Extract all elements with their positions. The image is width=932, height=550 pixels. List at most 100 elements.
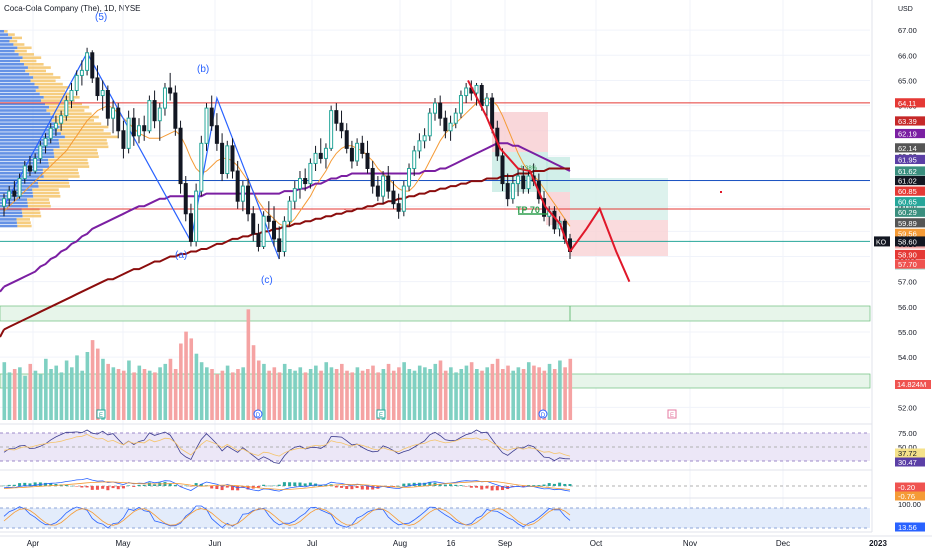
volume-profile-bar [9, 39, 18, 43]
candle-body [53, 122, 58, 129]
macd-histogram-bar [194, 483, 198, 486]
volume-profile-bar [0, 99, 42, 102]
candle-body [282, 220, 287, 252]
time-axis-label: 2023 [869, 539, 887, 548]
candle-body [448, 122, 453, 132]
price-tag [895, 116, 925, 126]
macd-histogram-bar [33, 482, 37, 486]
candle-body [277, 238, 282, 252]
volume-bar [80, 370, 84, 420]
macd-histogram-bar [116, 486, 120, 490]
volume-bar [386, 363, 391, 420]
candle-body [438, 102, 443, 119]
candle-body [464, 87, 469, 97]
volume-profile-bar [0, 66, 28, 69]
candle-body [246, 185, 251, 215]
time-axis-label: May [115, 539, 130, 548]
volume-profile-bar [0, 132, 61, 135]
macd-histogram-bar [277, 484, 281, 486]
volume-bar [23, 375, 27, 420]
candle-body [162, 87, 167, 109]
candle-body [490, 97, 495, 129]
volume-profile-bar [0, 218, 17, 221]
macd-tag-label: -0.76 [898, 492, 915, 501]
volume-bar [33, 370, 38, 420]
macd-histogram-bar [12, 484, 16, 486]
long-stop-box [570, 220, 668, 256]
dividend-marker [253, 409, 263, 419]
volume-bar [277, 372, 282, 420]
macd-tag [895, 491, 925, 501]
volume-bar [12, 369, 17, 420]
volume-bar [121, 370, 126, 420]
earnings-marker-label: E [99, 413, 103, 419]
price-tick-label: 54.00 [898, 353, 917, 362]
candle-body [230, 145, 235, 172]
volume-profile-bar [13, 43, 25, 46]
earnings-marker-label: D [256, 413, 261, 419]
candle-body [152, 100, 157, 122]
volume-bar [236, 369, 240, 420]
volume-bar [194, 353, 199, 420]
candle-body [412, 150, 417, 169]
marker-dot [720, 191, 722, 193]
last-price-label: 58.60 [898, 237, 917, 246]
volume-bar [246, 309, 251, 420]
candle-body [505, 183, 510, 200]
candle-body [417, 140, 422, 152]
moving-average-line [0, 286, 5, 293]
time-axis-label: 16 [447, 539, 456, 548]
candle-body [349, 147, 354, 162]
macd-histogram-bar [568, 484, 572, 486]
candle-body [220, 142, 225, 175]
volume-bar [137, 365, 142, 420]
volume-bar [376, 372, 380, 420]
wave-label: (b) [197, 64, 209, 75]
price-tick-label: 66.00 [898, 51, 917, 60]
volume-bar [173, 369, 178, 420]
candle-body [391, 190, 396, 205]
macd-histogram-bar [552, 483, 556, 486]
volume-profile-bar [0, 148, 54, 152]
volume-profile-bar [37, 178, 69, 182]
macd-histogram-bar [230, 486, 234, 491]
earnings-marker-label: E [670, 413, 674, 419]
macd-histogram-bar [407, 483, 411, 486]
volume-profile-bar [0, 109, 47, 112]
volume-profile-bar [38, 181, 70, 185]
stoch-band [0, 508, 870, 528]
macd-histogram-bar [90, 486, 94, 490]
macd-histogram-bar [64, 484, 68, 486]
candle-body [297, 178, 302, 190]
volume-profile-bar [18, 53, 34, 56]
candle-body [178, 127, 183, 185]
macd-histogram-bar [189, 486, 193, 487]
volume-bar [199, 362, 204, 420]
candle-body [235, 170, 240, 202]
candle-body [168, 87, 173, 94]
volume-bar [18, 367, 22, 420]
candle-body [453, 112, 458, 124]
price-tag [895, 186, 925, 196]
volume-bar [59, 372, 64, 420]
volume-bar [127, 360, 131, 420]
volume-bar [345, 370, 349, 420]
macd-histogram-bar [443, 484, 447, 486]
volume-bar [314, 365, 318, 420]
candle-body [401, 185, 406, 212]
volume-profile-bar [43, 175, 80, 178]
price-tag-label: 64.11 [898, 99, 916, 108]
symbol-tag [874, 236, 890, 247]
candle-body [323, 147, 328, 159]
macd-histogram-bar [262, 484, 266, 486]
candle-body [407, 167, 412, 187]
candle-body [105, 90, 110, 119]
volume-profile-bar [32, 188, 59, 191]
volume-bar [153, 372, 157, 420]
candle-body [48, 127, 53, 139]
macd-histogram-bar [324, 484, 328, 486]
candle-body [90, 52, 95, 79]
volume-bar [423, 367, 427, 420]
grid-lines [0, 0, 879, 530]
